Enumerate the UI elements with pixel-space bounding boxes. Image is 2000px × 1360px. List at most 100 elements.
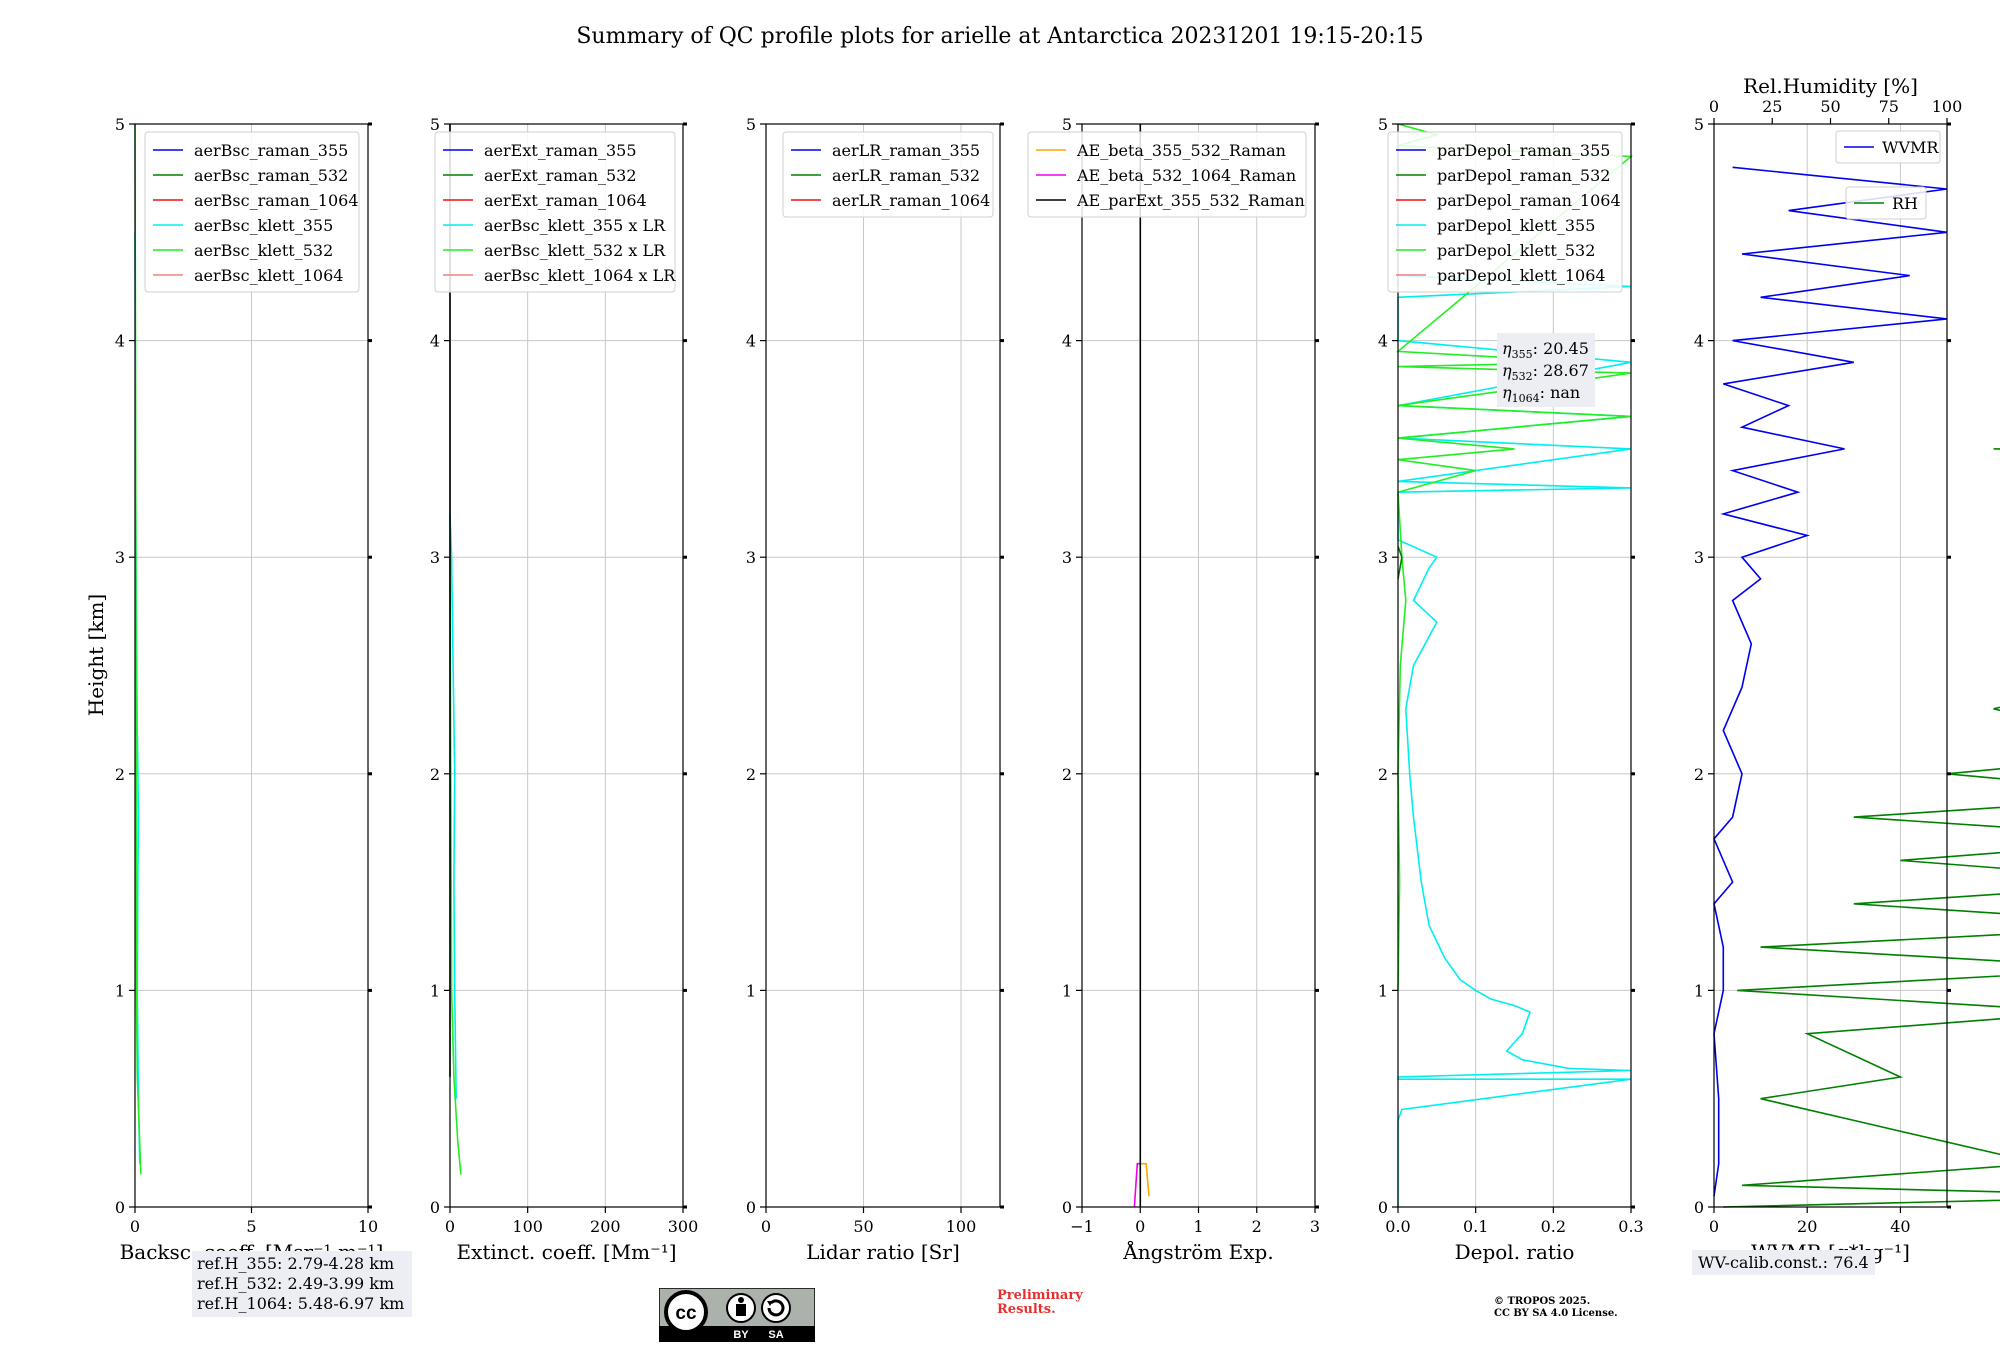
x-tick-label: 0.2: [1541, 1217, 1566, 1236]
y-tick-label: 1: [115, 981, 125, 1000]
y-tick-label: 1: [430, 981, 440, 1000]
legend-label: aerBsc_klett_1064 x LR: [484, 266, 676, 285]
legend-label: aerLR_raman_1064: [832, 191, 990, 210]
legend-label: aerBsc_raman_532: [194, 166, 348, 185]
top-x-axis-label: Rel.Humidity [%]: [1743, 74, 1918, 98]
y-tick-label: 2: [115, 765, 125, 784]
y-tick-label: 0: [1062, 1198, 1072, 1217]
y-tick-label: 4: [115, 332, 125, 351]
y-tick-label: 5: [115, 115, 125, 134]
legend-RH: RH: [1845, 186, 1927, 220]
legend-depol: parDepol_raman_355 parDepol_raman_532 parD…: [1387, 131, 1623, 293]
preliminary-line-2: Results.: [997, 1302, 1056, 1317]
legend-bsc: aerBsc_raman_355 aerBsc_raman_532 aerBsc_r…: [144, 131, 360, 293]
y-tick-label: 5: [1062, 115, 1072, 134]
x-tick-label: 10: [358, 1217, 378, 1236]
y-tick-label: 2: [1378, 765, 1388, 784]
figure-title: Summary of QC profile plots for arielle …: [576, 24, 1423, 49]
y-tick-label: 4: [1062, 332, 1072, 351]
x-tick-label: 0.3: [1618, 1217, 1643, 1236]
top-x-tick-label: 50: [1820, 97, 1840, 116]
legend-label: aerExt_raman_355: [484, 141, 637, 160]
axes-frame: [1397, 123, 1632, 1208]
legend-label: aerBsc_klett_355 x LR: [484, 216, 666, 235]
y-tick-label: 3: [1378, 548, 1388, 567]
y-tick-label: 1: [1062, 981, 1072, 1000]
reference-height-box: ref.H_355: 2.79-4.28 km ref.H_532: 2.49-…: [192, 1251, 412, 1317]
legend-ext: aerExt_raman_355 aerExt_raman_532 aerExt_r…: [434, 131, 676, 293]
ref-height-355: ref.H_355: 2.79-4.28 km: [197, 1254, 395, 1273]
legend-label: WVMR: [1882, 138, 1939, 157]
legend-label: parDepol_raman_1064: [1437, 191, 1621, 210]
legend-label: aerBsc_klett_355: [194, 216, 333, 235]
legend-label: aerExt_raman_532: [484, 166, 637, 185]
x-tick-label: 0: [1709, 1217, 1719, 1236]
axes-frame: [449, 123, 684, 1208]
preliminary-note: Preliminary Results.: [997, 1289, 1083, 1317]
y-tick-label: 3: [115, 548, 125, 567]
x-tick-label: −1: [1070, 1217, 1094, 1236]
y-tick-label: 2: [430, 765, 440, 784]
legend-ae: AE_beta_355_532_Raman AE_beta_532_1064_Ra…: [1027, 131, 1307, 218]
cc-license-badge[interactable]: cc BY SA: [658, 1287, 816, 1343]
legend-label: AE_beta_355_532_Raman: [1076, 141, 1286, 160]
x-tick-label: 40: [1890, 1217, 1910, 1236]
x-tick-label: 0: [445, 1217, 455, 1236]
eta-1064: η1064: nan: [1502, 383, 1580, 405]
x-tick-label: 50: [853, 1217, 873, 1236]
y-tick-label: 4: [746, 332, 756, 351]
legend-label: parDepol_klett_1064: [1437, 266, 1606, 285]
y-tick-label: 3: [746, 548, 756, 567]
x-tick-label: 5: [246, 1217, 256, 1236]
legend-label: aerBsc_klett_532: [194, 241, 333, 260]
x-tick-label: 300: [668, 1217, 699, 1236]
legend-box: [1835, 130, 1941, 164]
legend-box: [1845, 186, 1927, 220]
y-tick-label: 2: [746, 765, 756, 784]
eta-355: η355: 20.45: [1502, 339, 1589, 361]
y-tick-label: 4: [1694, 332, 1704, 351]
x-tick-label: 100: [946, 1217, 977, 1236]
y-tick-label: 2: [1694, 765, 1704, 784]
series-aerBsc_klett_355 x LR: [449, 513, 457, 1099]
y-tick-label: 0: [1694, 1198, 1704, 1217]
cc-icon-text: cc: [675, 1303, 697, 1324]
x-tick-label: 2: [1252, 1217, 1262, 1236]
x-tick-label: 0: [1135, 1217, 1145, 1236]
x-tick-label: 1: [1193, 1217, 1203, 1236]
legend-box: [1387, 131, 1623, 293]
legend-label: AE_beta_532_1064_Raman: [1076, 166, 1296, 185]
legend-box: [1027, 131, 1307, 218]
sa-share-icon: [761, 1293, 791, 1323]
y-tick-label: 0: [1378, 1198, 1388, 1217]
y-tick-label: 0: [430, 1198, 440, 1217]
y-tick-label: 0: [746, 1198, 756, 1217]
x-tick-label: 0.1: [1463, 1217, 1488, 1236]
cc-icon: [664, 1290, 708, 1334]
x-axis-label: Ångström Exp.: [1122, 1239, 1273, 1264]
x-tick-label: 200: [590, 1217, 621, 1236]
series-AE_beta_355_532_Raman: [1140, 1162, 1150, 1197]
top-x-tick-label: 25: [1762, 97, 1782, 116]
copyright-line-1: © TROPOS 2025.: [1494, 1296, 1591, 1307]
y-tick-label: 3: [430, 548, 440, 567]
top-x-tick-label: 0: [1709, 97, 1719, 116]
x-tick-label: 0: [761, 1217, 771, 1236]
ref-height-1064: ref.H_1064: 5.48-6.97 km: [197, 1294, 405, 1313]
y-tick-label: 5: [1378, 115, 1388, 134]
y-tick-label: 1: [1694, 981, 1704, 1000]
sa-label: SA: [768, 1329, 783, 1341]
legend-label: parDepol_klett_355: [1437, 216, 1595, 235]
legend-label: aerExt_raman_1064: [484, 191, 647, 210]
legend-label: parDepol_klett_532: [1437, 241, 1595, 260]
x-tick-label: 100: [512, 1217, 543, 1236]
panel-lr: 0 50 100 0 1 2 3 4 5 Lidar ratio [Sr] aerLR_raman_…: [746, 115, 1004, 1264]
ref-height-532: ref.H_532: 2.49-3.99 km: [197, 1274, 395, 1293]
copyright-line-2: CC BY SA 4.0 License.: [1494, 1308, 1618, 1319]
legend-label: AE_parExt_355_532_Raman: [1076, 191, 1305, 210]
legend-box: [434, 131, 676, 293]
panel-depol: 0.0 0.1 0.2 0.3 0 1 2 3 4 5 Depol. ratio parDepol_r…: [1378, 115, 1644, 1264]
